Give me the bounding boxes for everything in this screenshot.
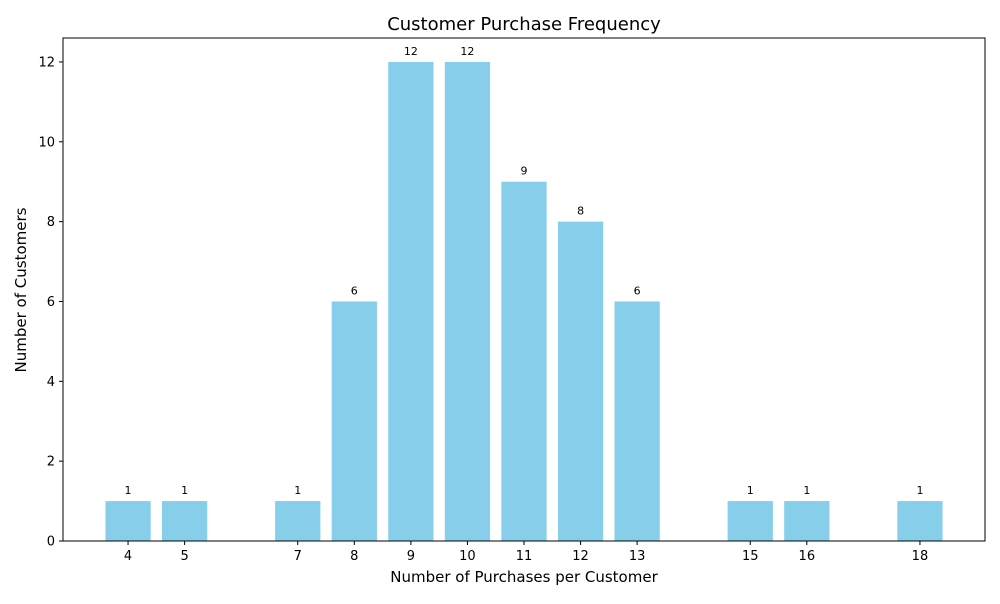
- bars-layer: [105, 61, 943, 541]
- x-tick-label-13: 13: [629, 549, 646, 564]
- data-label-5: 1: [181, 484, 188, 497]
- y-tick-label-6: 6: [47, 295, 55, 310]
- y-tick-label-8: 8: [47, 215, 55, 230]
- plot-area-frame: [62, 37, 986, 542]
- data-label-9: 12: [404, 45, 418, 58]
- bar-9: [388, 61, 434, 541]
- data-label-18: 1: [916, 484, 923, 497]
- x-tick-label-12: 12: [572, 549, 589, 564]
- data-label-10: 12: [460, 45, 474, 58]
- x-axis-title: Number of Purchases per Customer: [390, 568, 658, 586]
- x-axis: 4 5 7 8 9 10 11 12 13 15 16 18: [124, 541, 928, 564]
- x-tick-label-15: 15: [742, 549, 759, 564]
- x-tick-label-10: 10: [459, 549, 476, 564]
- x-tick-label-18: 18: [912, 549, 929, 564]
- data-label-13: 6: [634, 284, 641, 297]
- bar-8: [331, 301, 377, 541]
- x-tick-label-16: 16: [799, 549, 816, 564]
- y-tick-label-10: 10: [38, 135, 55, 150]
- y-tick-label-0: 0: [47, 535, 55, 550]
- y-axis: 0 2 4 6 8 10 12: [38, 55, 63, 550]
- data-labels-layer: 1 1 1 6 12 12 9 8 6 1 1 1: [125, 45, 924, 497]
- data-label-12: 8: [577, 205, 584, 218]
- x-tick-label-9: 9: [407, 549, 415, 564]
- bar-12: [557, 221, 604, 541]
- x-tick-label-8: 8: [350, 549, 358, 564]
- x-tick-label-4: 4: [124, 549, 132, 564]
- x-tick-label-5: 5: [180, 549, 188, 564]
- bar-5: [161, 501, 208, 541]
- data-label-11: 9: [521, 165, 528, 178]
- y-tick-label-12: 12: [38, 55, 55, 70]
- y-axis-title: Number of Customers: [12, 207, 30, 372]
- bar-10: [444, 61, 491, 541]
- y-tick-label-2: 2: [47, 455, 55, 470]
- data-label-15: 1: [747, 484, 754, 497]
- bar-18: [897, 501, 943, 541]
- chart-title: Customer Purchase Frequency: [387, 14, 661, 35]
- data-label-16: 1: [803, 484, 810, 497]
- data-label-7: 1: [294, 484, 301, 497]
- x-tick-label-11: 11: [516, 549, 533, 564]
- y-tick-label-4: 4: [47, 375, 55, 390]
- data-label-8: 6: [351, 284, 358, 297]
- bar-15: [727, 501, 773, 541]
- bar-11: [501, 181, 547, 541]
- bar-7: [275, 501, 321, 541]
- x-tick-label-7: 7: [294, 549, 302, 564]
- data-label-4: 1: [125, 484, 132, 497]
- bar-16: [784, 501, 830, 541]
- bar-4: [105, 501, 151, 541]
- bar-13: [614, 301, 660, 541]
